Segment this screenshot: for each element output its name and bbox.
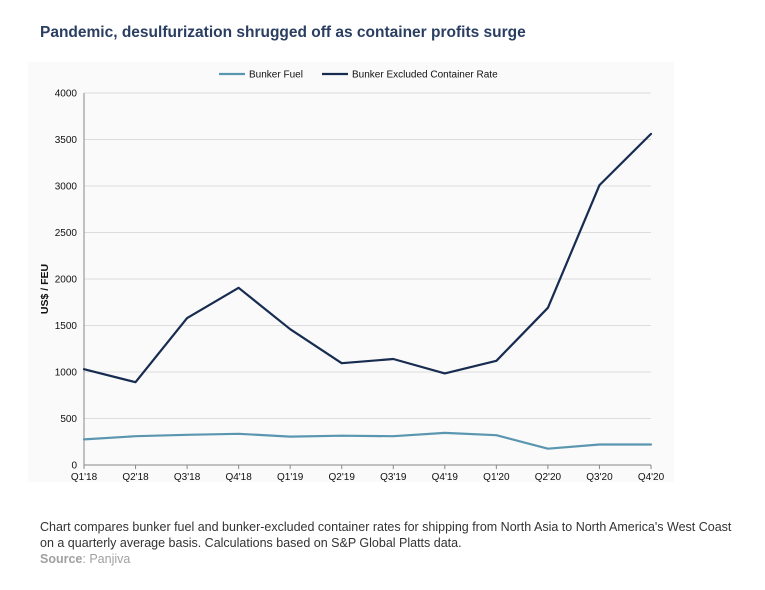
x-tick-label: Q3'20 bbox=[586, 472, 613, 483]
x-tick-label: Q1'18 bbox=[71, 472, 98, 483]
x-tick-label: Q2'20 bbox=[535, 472, 562, 483]
x-tick-label: Q3'19 bbox=[380, 472, 407, 483]
x-tick-label: Q1'19 bbox=[277, 472, 304, 483]
x-tick-label: Q2'19 bbox=[329, 472, 356, 483]
chart-title: Pandemic, desulfurization shrugged off a… bbox=[40, 24, 526, 41]
series-lines bbox=[82, 132, 653, 450]
y-tick-label: 500 bbox=[60, 414, 77, 425]
legend-label: Bunker Excluded Container Rate bbox=[352, 70, 498, 81]
chart-caption: Chart compares bunker fuel and bunker-ex… bbox=[40, 520, 732, 550]
y-tick-label: 1500 bbox=[55, 321, 78, 332]
y-tick-label: 2000 bbox=[55, 275, 78, 286]
x-tick-label: Q2'18 bbox=[122, 472, 149, 483]
y-tick-label: 3000 bbox=[55, 182, 78, 193]
y-axis-label: US$ / FEU bbox=[39, 264, 51, 314]
y-tick-label: 1000 bbox=[55, 368, 78, 379]
legend: Bunker Fuel Bunker Excluded Container Rat… bbox=[219, 70, 498, 81]
series-line bbox=[82, 431, 653, 450]
gridlines bbox=[84, 92, 651, 419]
y-tick-label: 0 bbox=[71, 461, 77, 472]
legend-label: Bunker Fuel bbox=[249, 70, 303, 81]
y-tick-label: 2500 bbox=[55, 228, 78, 239]
line-chart: 0 500 1000 1500 2000 2500 3000 3500 4000 Q1'18 Q2… bbox=[28, 62, 674, 483]
source-note: Source: Panjiva bbox=[40, 552, 130, 566]
x-tick-label: Q4'20 bbox=[638, 472, 665, 483]
source-value: : Panjiva bbox=[82, 552, 131, 566]
series-line bbox=[82, 132, 653, 384]
axes bbox=[83, 93, 652, 469]
source-label: Source bbox=[40, 552, 83, 566]
x-tick-label: Q4'19 bbox=[432, 472, 459, 483]
plot-area bbox=[28, 62, 674, 482]
x-tick-label: Q1'20 bbox=[483, 472, 510, 483]
x-tick-label: Q3'18 bbox=[174, 472, 201, 483]
x-tick-label: Q4'18 bbox=[225, 472, 252, 483]
y-tick-label: 4000 bbox=[55, 89, 78, 100]
x-tick-labels: Q1'18 Q2'18 Q3'18 Q4'18 Q1'19 Q2'19 Q3'19 Q4'19… bbox=[71, 472, 665, 483]
y-tick-label: 3500 bbox=[55, 135, 78, 146]
y-tick-labels: 0 500 1000 1500 2000 2500 3000 3500 4000 bbox=[55, 89, 78, 472]
